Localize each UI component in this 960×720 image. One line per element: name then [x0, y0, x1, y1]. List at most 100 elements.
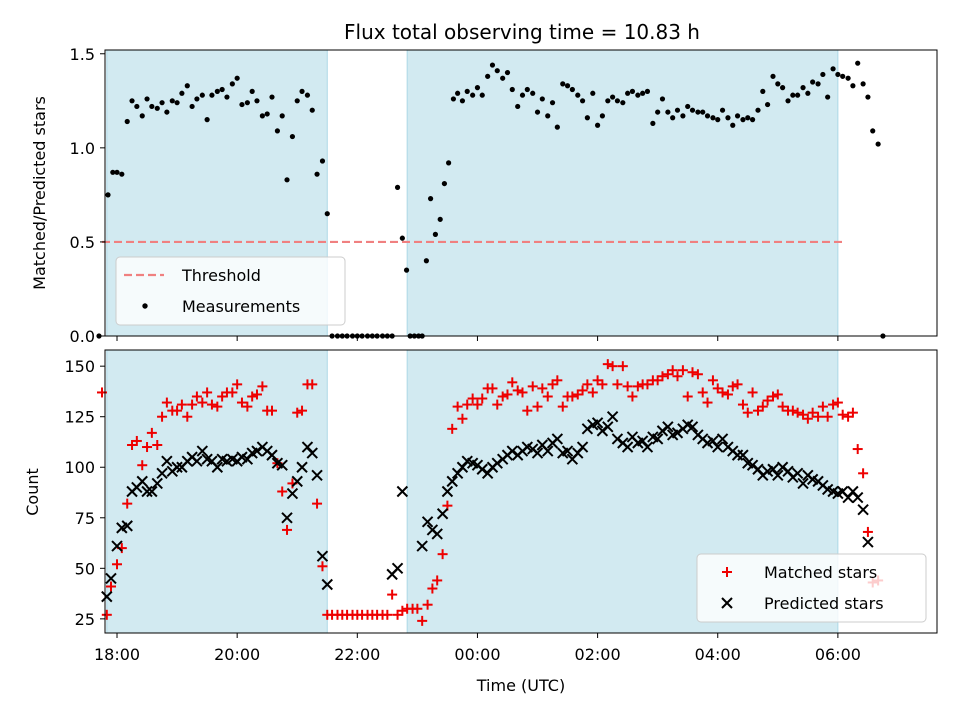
matched-star-point [432, 575, 443, 586]
matched-star-point [191, 391, 202, 402]
predicted-star-point [862, 536, 874, 548]
measurement-point [224, 94, 230, 100]
bottom-y-axis: 25 50 75 100 125 150 [64, 357, 105, 629]
matched-star-point [462, 399, 473, 410]
matched-star-point [161, 397, 172, 408]
measurement-point [554, 124, 560, 130]
matched-star-point [813, 411, 824, 422]
matched-star-point [597, 379, 608, 390]
predicted-star-point [561, 445, 574, 457]
top-y-axis-label: Matched/Predicted stars [30, 96, 49, 290]
matched-star-point [512, 385, 523, 396]
matched-star-point [737, 399, 748, 410]
matched-star-point [858, 468, 869, 479]
predicted-star-point [196, 445, 209, 457]
matched-star-point [617, 361, 628, 372]
measurement-point [134, 103, 140, 110]
matched-star-point [707, 375, 718, 386]
matched-star-point [772, 389, 783, 400]
predicted-star-point [111, 540, 123, 552]
matched-star-point [131, 435, 142, 446]
matched-star-point [236, 397, 247, 408]
measurement-point [830, 66, 836, 72]
measurement-point [524, 86, 530, 93]
measurement-point [730, 122, 736, 128]
measurement-point [835, 71, 841, 78]
predicted-star-point [686, 421, 699, 433]
matched-star-point [422, 599, 433, 610]
measurement-point [725, 115, 731, 121]
predicted-star-point [266, 449, 278, 461]
measurement-point [755, 107, 761, 113]
measurement-point [432, 231, 438, 237]
predicted-star-point [291, 475, 303, 488]
measurement-point [105, 192, 111, 198]
measurement-point [479, 92, 485, 98]
predicted-star-point [851, 491, 864, 504]
measurement-point [119, 171, 125, 177]
matched-star-point [862, 526, 873, 537]
predicted-star-point [121, 520, 133, 532]
bottom-legend-box [696, 553, 927, 623]
matched-star-point [672, 371, 683, 382]
measurement-point [629, 88, 636, 94]
legend-matched-label: Matched stars [764, 563, 877, 582]
matched-star-point [612, 379, 623, 390]
predicted-star-point [136, 475, 148, 488]
matched-star-point [492, 399, 503, 410]
chart-title: Flux total observing time = 10.83 h [344, 20, 700, 44]
predicted-star-point [101, 590, 113, 603]
matched-star-point [182, 411, 193, 422]
matched-star-point [807, 407, 818, 418]
matched-star-point [242, 401, 253, 412]
measurement-point [269, 94, 275, 100]
matched-star-point [277, 486, 288, 497]
measurement-point [124, 118, 130, 125]
measurement-point [855, 60, 861, 66]
measurement-point [775, 81, 781, 87]
matched-star-point [607, 361, 618, 372]
matched-star-point [427, 583, 438, 594]
measurement-point [780, 85, 786, 91]
matched-star-point [692, 369, 703, 380]
predicted-star-point [286, 487, 299, 500]
matched-star-point [567, 391, 578, 402]
measurement-point [785, 98, 791, 104]
predicted-star-point [797, 477, 809, 490]
predicted-star-point [576, 441, 589, 453]
matched-star-point [852, 444, 863, 455]
measurement-point [599, 113, 605, 119]
predicted-star-point [156, 467, 168, 480]
measurement-point [500, 75, 506, 81]
measurement-point [620, 100, 626, 106]
matched-star-point [577, 385, 588, 396]
legend-matched-swatch [722, 567, 732, 577]
matched-star-point [817, 401, 828, 412]
matched-star-point [251, 389, 262, 400]
measurement-point [719, 107, 726, 113]
measurement-point [254, 98, 260, 104]
legend-threshold-label: Threshold [181, 266, 261, 285]
measurement-point [825, 94, 831, 100]
matched-star-point [537, 383, 548, 394]
predicted-star-point [416, 540, 428, 552]
measurement-point [770, 73, 776, 79]
measurement-point [319, 158, 326, 164]
y-tick-label: 75 [75, 509, 95, 528]
measurement-point [579, 98, 586, 104]
matched-star-point [297, 405, 308, 416]
predicted-star-point [431, 528, 443, 540]
measurement-point [519, 92, 526, 98]
matched-star-point [552, 375, 563, 386]
measurement-point [564, 83, 571, 89]
measurement-point [800, 85, 806, 91]
measurement-point [584, 115, 590, 121]
matched-star-point [792, 407, 803, 418]
measurement-point [314, 171, 320, 177]
measurement-point [734, 113, 741, 119]
matched-star-point [202, 387, 213, 398]
measurement-point [304, 92, 311, 98]
measurement-point [875, 141, 881, 147]
matched-star-point [717, 387, 728, 398]
matched-star-point [437, 549, 448, 560]
